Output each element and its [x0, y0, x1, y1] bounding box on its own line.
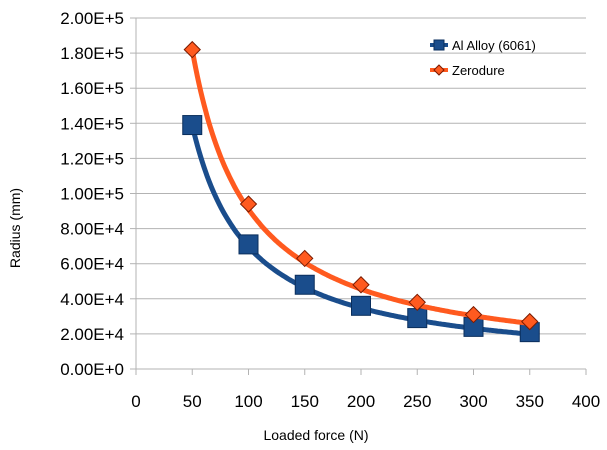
y-axis-ticks: 0.00E+0 2.00E+4 4.00E+4 6.00E+4 8.00E+4 1.00E… [60, 9, 136, 379]
data-point [238, 234, 259, 255]
x-tick-label: 100 [234, 392, 262, 411]
y-tick-label: 0.00E+0 [60, 360, 124, 379]
series-layer [182, 40, 540, 343]
data-point [352, 276, 370, 294]
data-point [408, 293, 426, 312]
x-tick-label: 200 [347, 392, 375, 411]
y-tick-label: 2.00E+5 [60, 9, 124, 28]
legend: Al Alloy (6061) Zerodure [430, 38, 536, 78]
y-tick-label: 1.20E+5 [60, 149, 124, 168]
data-point [521, 312, 539, 331]
legend-marker [433, 39, 445, 51]
x-tick-label: 150 [291, 392, 319, 411]
data-point [182, 115, 203, 136]
x-tick-label: 400 [572, 392, 600, 411]
data-point [294, 274, 315, 295]
legend-label: Zerodure [452, 63, 505, 78]
x-tick-label: 0 [131, 392, 140, 411]
data-point [351, 295, 371, 316]
y-tick-label: 1.00E+5 [60, 185, 124, 204]
data-point [183, 40, 201, 59]
y-tick-label: 4.00E+4 [60, 290, 124, 309]
y-axis-title: Radius (mm) [7, 188, 23, 268]
y-tick-label: 8.00E+4 [60, 220, 124, 239]
data-point [296, 249, 314, 268]
x-axis-ticks: 0 50 100 150 200 250 300 350 400 [131, 369, 600, 411]
x-tick-label: 300 [459, 392, 487, 411]
x-axis-title: Loaded force (N) [263, 427, 368, 443]
x-tick-label: 50 [183, 392, 202, 411]
y-tick-label: 2.00E+4 [60, 325, 124, 344]
legend-marker [433, 64, 445, 76]
data-point [464, 305, 483, 324]
y-tick-label: 1.40E+5 [60, 114, 124, 133]
series-0 [182, 115, 540, 343]
y-tick-label: 1.80E+5 [60, 44, 124, 63]
data-point [407, 308, 428, 329]
data-point [239, 195, 258, 213]
x-tick-label: 350 [516, 392, 544, 411]
x-tick-label: 250 [403, 392, 431, 411]
y-tick-label: 6.00E+4 [60, 255, 124, 274]
y-tick-label: 1.60E+5 [60, 79, 124, 98]
legend-label: Al Alloy (6061) [452, 38, 536, 53]
series-1 [183, 40, 539, 331]
